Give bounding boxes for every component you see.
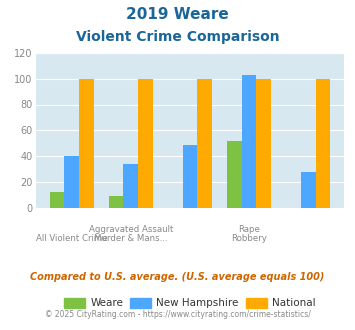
Bar xyxy=(124,164,138,208)
Bar xyxy=(256,79,271,208)
Bar xyxy=(182,145,197,208)
Bar xyxy=(316,79,330,208)
Bar xyxy=(242,75,256,208)
Legend: Weare, New Hampshire, National: Weare, New Hampshire, National xyxy=(60,294,320,313)
Bar xyxy=(50,192,64,208)
Text: Aggravated Assault: Aggravated Assault xyxy=(89,225,173,234)
Bar xyxy=(301,172,316,208)
Bar xyxy=(64,156,79,208)
Bar xyxy=(79,79,94,208)
Bar xyxy=(197,79,212,208)
Text: Compared to U.S. average. (U.S. average equals 100): Compared to U.S. average. (U.S. average … xyxy=(30,272,325,282)
Text: Robbery: Robbery xyxy=(231,234,267,243)
Text: 2019 Weare: 2019 Weare xyxy=(126,7,229,21)
Bar xyxy=(109,196,124,208)
Text: Violent Crime Comparison: Violent Crime Comparison xyxy=(76,30,279,44)
Text: © 2025 CityRating.com - https://www.cityrating.com/crime-statistics/: © 2025 CityRating.com - https://www.city… xyxy=(45,310,310,319)
Text: Murder & Mans...: Murder & Mans... xyxy=(94,234,168,243)
Bar xyxy=(227,141,242,208)
Text: All Violent Crime: All Violent Crime xyxy=(36,234,108,243)
Bar xyxy=(138,79,153,208)
Text: Rape: Rape xyxy=(238,225,260,234)
